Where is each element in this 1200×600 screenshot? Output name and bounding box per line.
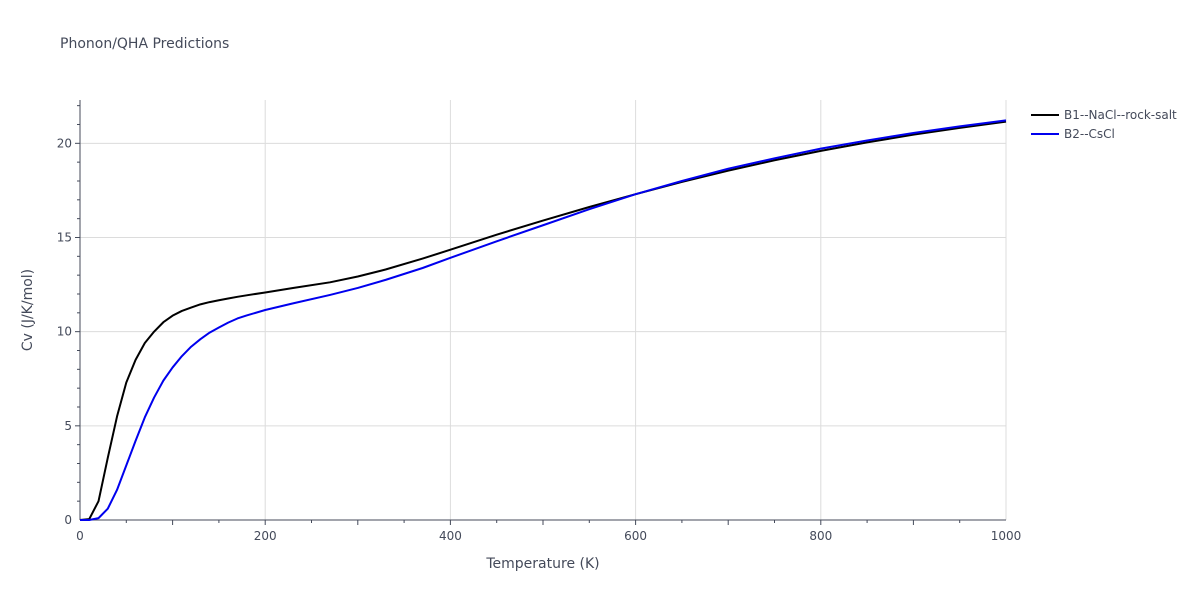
x-tick-label: 600 (624, 529, 647, 543)
y-tick-label: 10 (57, 325, 72, 339)
x-axis-label: Temperature (K) (485, 556, 599, 572)
y-axis-label: Cv (J/K/mol) (20, 269, 36, 351)
x-tick-label: 200 (254, 529, 277, 543)
legend-label-0: B1--NaCl--rock-salt (1064, 108, 1177, 122)
x-tick-label: 0 (76, 529, 84, 543)
y-tick-label: 15 (57, 230, 72, 244)
y-tick-label: 20 (57, 136, 72, 150)
y-tick-label: 5 (64, 419, 72, 433)
chart-title: Phonon/QHA Predictions (60, 36, 230, 52)
series-line-0 (79, 120, 1007, 521)
legend: B1--NaCl--rock-salt B2--CsCl (1031, 108, 1177, 141)
x-tick-label: 400 (439, 529, 462, 543)
axis-layer: 0 200 400 600 800 1000 0 5 10 15 20 (57, 100, 1022, 543)
series-line-1 (80, 119, 1007, 521)
grid-layer (80, 100, 1007, 520)
x-tick-label: 800 (809, 529, 832, 543)
series-layer (79, 119, 1007, 521)
x-tick-label: 1000 (991, 529, 1022, 543)
legend-label-1: B2--CsCl (1064, 127, 1115, 141)
y-tick-label: 0 (64, 513, 72, 527)
